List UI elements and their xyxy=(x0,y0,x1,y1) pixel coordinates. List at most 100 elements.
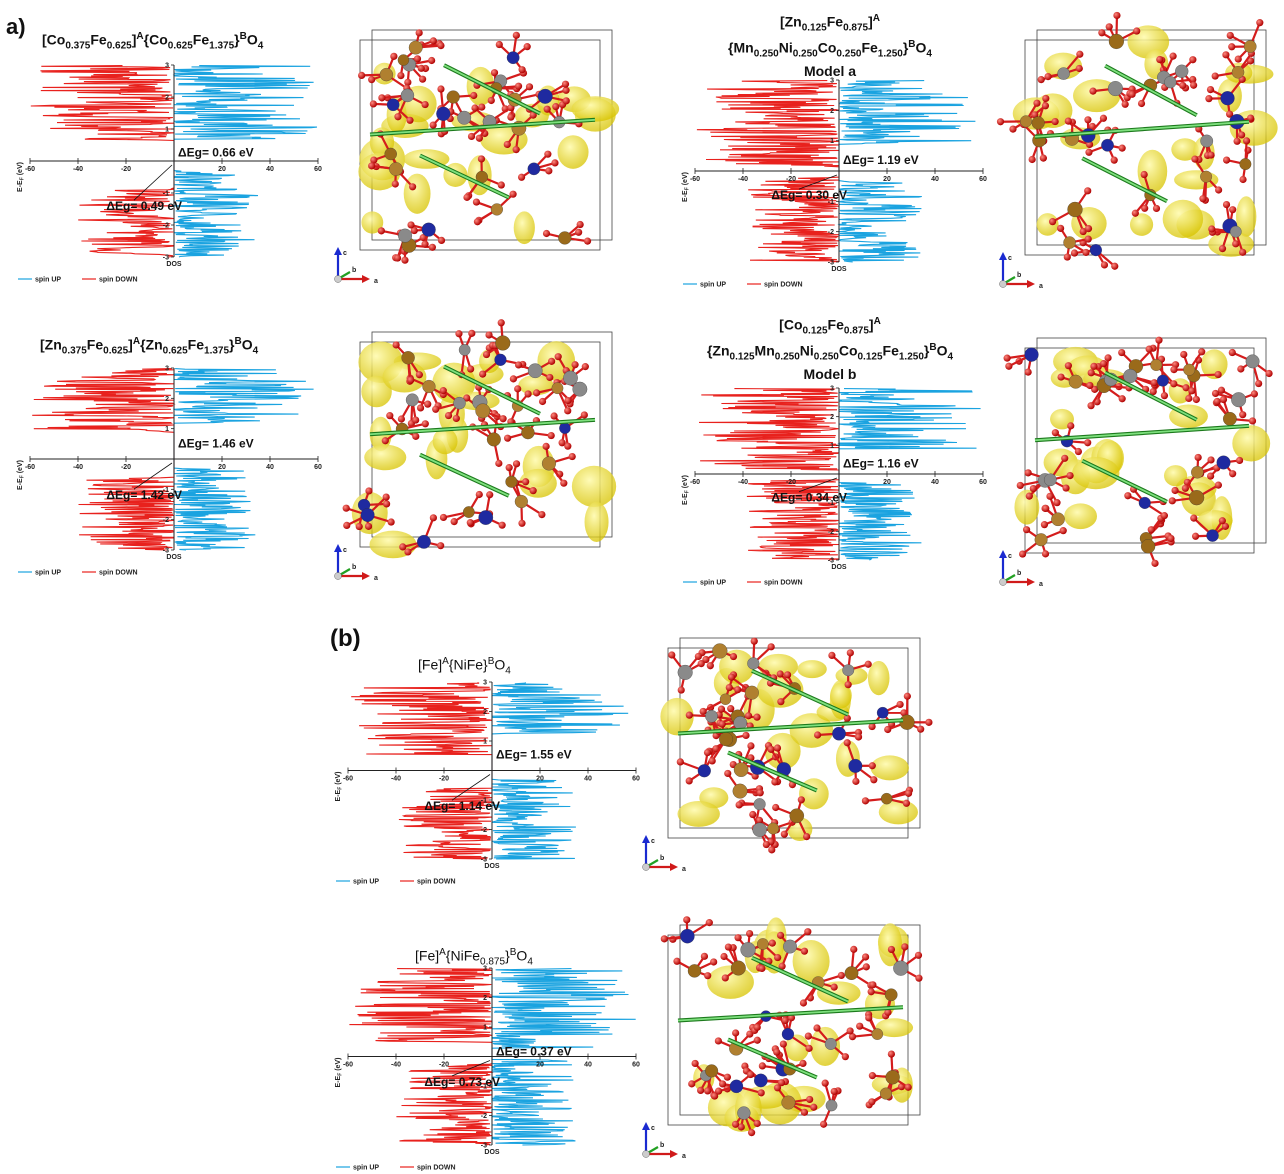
oxygen-atom xyxy=(1155,336,1163,344)
x-tick-label: -60 xyxy=(690,479,700,486)
oxygen-atom xyxy=(742,731,750,740)
legend-spin-up-label: spin UP xyxy=(35,570,61,577)
oxygen-atom xyxy=(1190,81,1198,89)
x-tick-label: -20 xyxy=(439,1062,449,1069)
legend-spin-down-label: spin DOWN xyxy=(417,1165,456,1172)
oxygen-atom xyxy=(806,1095,814,1104)
oxygen-atom xyxy=(560,479,568,487)
oxygen-atom xyxy=(768,846,776,854)
x-tick-label: 40 xyxy=(584,776,592,783)
crystal-structure-a3: c b a xyxy=(996,11,1278,290)
metal-atom xyxy=(842,664,855,677)
oxygen-atom xyxy=(1235,456,1244,465)
x-tick-label: -60 xyxy=(25,166,35,173)
oxygen-atom xyxy=(437,236,446,244)
metal-atom xyxy=(398,228,413,243)
metal-atom xyxy=(1081,128,1096,143)
metal-atom xyxy=(551,382,564,395)
oxygen-atom xyxy=(562,86,570,94)
x-tick-label: 20 xyxy=(883,479,891,486)
axis-c-label: c xyxy=(651,838,655,845)
metal-atom xyxy=(408,40,423,55)
metal-atom xyxy=(789,808,805,824)
x-axis-label: DOS xyxy=(166,261,182,268)
oxygen-atom xyxy=(514,385,522,393)
oxygen-atom xyxy=(514,82,523,90)
oxygen-atom xyxy=(1051,117,1059,126)
oxygen-atom xyxy=(864,660,872,668)
oxygen-atom xyxy=(746,1070,755,1079)
oxygen-atom xyxy=(517,173,526,181)
metal-atom xyxy=(400,88,415,103)
metal-atom xyxy=(729,1079,744,1094)
oxygen-atom xyxy=(914,951,923,959)
oxygen-atom xyxy=(1016,481,1024,490)
x-axis-label: DOS xyxy=(484,863,500,870)
metal-atom xyxy=(405,393,419,407)
axis-origin xyxy=(642,863,650,871)
spin-density-isosurface xyxy=(557,135,589,169)
oxygen-atom xyxy=(735,801,743,809)
oxygen-atom xyxy=(830,983,838,991)
axis-b-label: b xyxy=(660,855,664,862)
oxygen-atom xyxy=(915,974,923,982)
oxygen-atom xyxy=(499,415,507,423)
oxygen-atom xyxy=(1171,486,1179,495)
oxygen-atom xyxy=(734,686,742,694)
oxygen-atom xyxy=(568,452,576,461)
oxygen-atom xyxy=(518,66,526,74)
x-tick-label: -40 xyxy=(738,479,748,486)
metal-atom xyxy=(537,88,553,104)
oxygen-atom xyxy=(1149,388,1157,396)
x-axis-label: DOS xyxy=(166,554,182,561)
oxygen-atom xyxy=(1239,175,1247,184)
metal-atom xyxy=(740,942,756,958)
oxygen-atom xyxy=(1086,381,1094,390)
oxygen-atom xyxy=(778,962,786,970)
magnetic-moment-arrow-core xyxy=(369,419,596,436)
metal-atom xyxy=(541,456,556,471)
oxygen-atom xyxy=(467,365,475,373)
metal-atom xyxy=(885,1070,900,1085)
oxygen-atom xyxy=(852,777,860,785)
oxygen-atom xyxy=(685,777,693,785)
spin-density-isosurface xyxy=(519,468,557,498)
magnetic-moment-arrow-core xyxy=(677,1006,904,1022)
oxygen-atom xyxy=(757,1089,765,1097)
axis-c-label: c xyxy=(343,547,347,554)
oxygen-atom xyxy=(1181,484,1189,492)
metal-atom xyxy=(514,494,528,509)
oxygen-atom xyxy=(581,363,589,371)
oxygen-atom xyxy=(407,376,415,384)
y-tick-label: 3 xyxy=(483,966,487,973)
band-gap-down-label: ΔEg= 0.73 eV xyxy=(424,1075,500,1089)
magnetic-moment-arrow-core xyxy=(1081,459,1168,503)
axis-b-label: b xyxy=(660,1142,664,1149)
oxygen-atom xyxy=(1074,447,1083,456)
oxygen-atom xyxy=(1025,492,1033,500)
x-tick-label: 60 xyxy=(314,166,322,173)
x-tick-label: 40 xyxy=(931,479,939,486)
oxygen-atom xyxy=(417,64,425,72)
oxygen-atom xyxy=(1099,114,1108,122)
oxygen-atom xyxy=(1248,417,1257,425)
gap-pointer-line xyxy=(451,774,491,801)
oxygen-atom xyxy=(428,56,436,65)
oxygen-atom xyxy=(776,670,784,678)
oxygen-atom xyxy=(429,514,437,522)
oxygen-atom xyxy=(861,953,870,961)
dos-chart-a1: -60 -40 -20 20 40 60 -3 -2 -1 1 2 3 E-EF (eV) DOS ΔEg=… xyxy=(17,63,322,284)
y-tick-label: -1 xyxy=(163,487,169,494)
oxygen-atom xyxy=(399,543,407,551)
oxygen-atom xyxy=(407,221,415,229)
y-tick-label: -1 xyxy=(828,199,834,206)
oxygen-atom xyxy=(1090,362,1098,370)
oxygen-atom xyxy=(1051,429,1059,437)
oxygen-atom xyxy=(1063,253,1071,261)
x-tick-label: -40 xyxy=(738,176,748,183)
metal-atom xyxy=(757,938,769,950)
oxygen-atom xyxy=(746,929,754,938)
metal-atom xyxy=(1175,64,1189,78)
axis-c-label: c xyxy=(1008,255,1012,262)
metal-atom xyxy=(1245,354,1260,369)
